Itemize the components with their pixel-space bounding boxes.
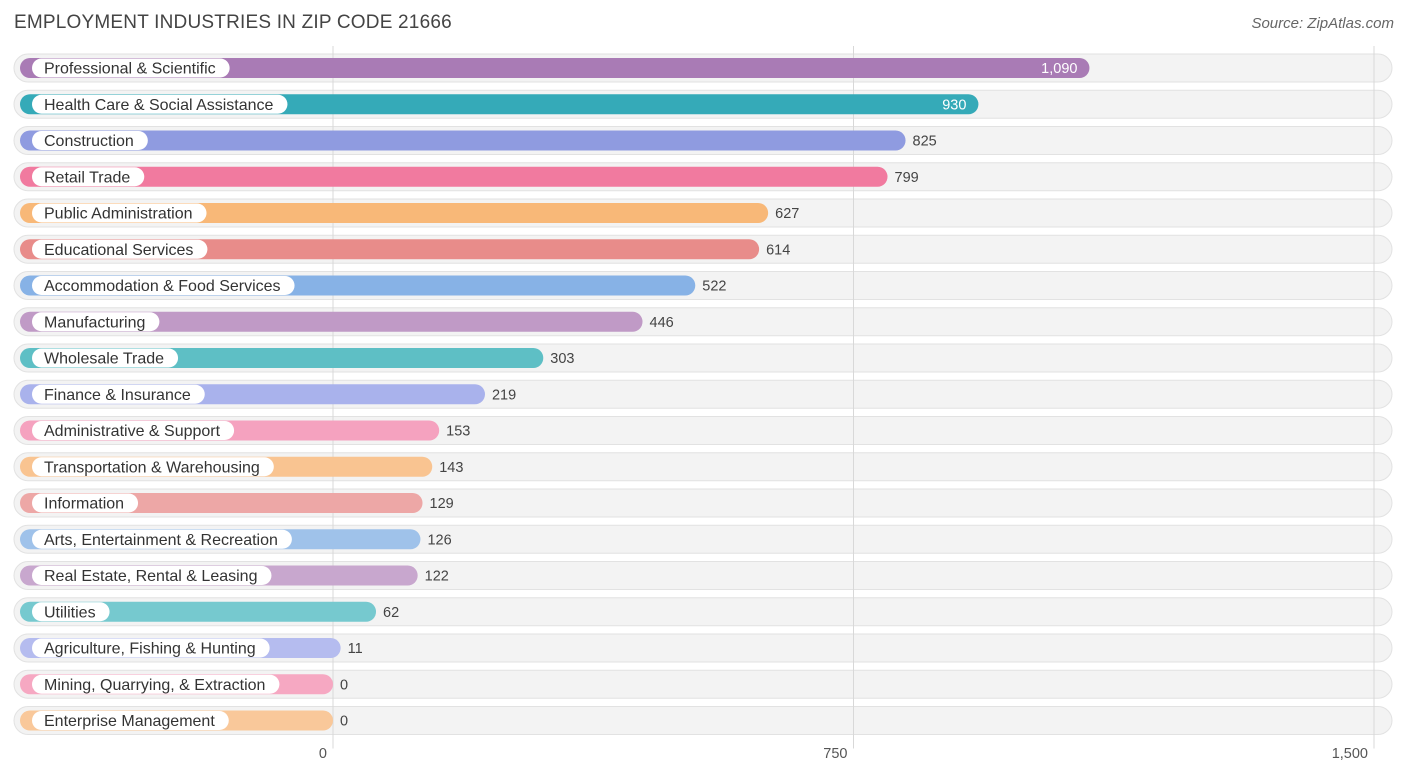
x-tick-label: 750 [823,746,847,762]
category-label-pill [32,529,292,549]
bar-group: Arts, Entertainment & Recreation 126 [20,529,452,550]
value-label: 153 [446,424,470,440]
value-label: 303 [550,351,574,367]
bar-group: Finance & Insurance 219 [20,384,516,405]
value-label: 122 [425,569,449,585]
bar-group: Real Estate, Rental & Leasing 122 [20,565,449,586]
category-label-pill [32,276,295,295]
category-label-pill [32,457,274,477]
category-label-pill [32,167,145,187]
bar-group: Construction 825 [20,130,937,151]
bar-group: Accommodation & Food Services 522 [20,275,726,296]
bar-group: Public Administration 627 [20,203,799,223]
value-label: 62 [383,605,399,621]
value-label: 1,090 [1041,61,1077,77]
value-label: 11 [348,641,363,657]
category-label-pill [32,131,148,150]
value-label: 129 [430,496,454,512]
category-label: Mining, Quarrying, & Extraction [44,677,265,694]
category-label: Public Administration [44,206,193,223]
category-label-pill [32,674,280,694]
category-label-pill [32,384,205,404]
category-label-pill [32,58,230,78]
x-tick-label: 0 [319,746,327,762]
category-label-pill [32,203,207,223]
category-label-pill [32,94,288,114]
category-label: Finance & Insurance [44,387,191,404]
category-label: Health Care & Social Assistance [44,97,274,114]
bar-group: Professional & Scientific 1,090 [20,58,1090,78]
row-background [13,706,1393,735]
bar-group: Utilities 62 [20,601,399,622]
category-label-pill [32,348,179,368]
category-label-pill [32,239,208,259]
category-label: Construction [44,133,134,150]
chart-source: Source: ZipAtlas.com [1251,15,1394,32]
value-label: 0 [340,677,348,693]
category-label-pill [32,566,272,585]
value-label: 522 [702,279,726,295]
bar[interactable] [20,601,377,622]
bar-group: Health Care & Social Assistance 930 [20,94,979,115]
bar-group: Wholesale Trade 303 [20,348,574,368]
bar-group: Information 129 [20,493,454,513]
chart-title: EMPLOYMENT INDUSTRIES IN ZIP CODE 21666 [14,12,452,33]
category-label: Real Estate, Rental & Leasing [44,568,257,585]
value-label: 219 [492,387,516,403]
bar-group: Retail Trade 799 [20,166,919,187]
category-label: Agriculture, Fishing & Hunting [44,641,256,658]
bar[interactable] [20,203,769,223]
bar-group: Educational Services 614 [20,239,790,260]
category-label: Manufacturing [44,314,145,331]
value-label: 126 [427,532,451,548]
category-label-pill [32,638,270,658]
bar-group: Agriculture, Fishing & Hunting 11 [20,638,363,658]
bar-group: Enterprise Management 0 [20,710,348,731]
value-label: 930 [942,97,966,113]
value-label: 446 [650,315,674,331]
category-label-pill [32,312,160,332]
category-label: Transportation & Warehousing [44,459,260,476]
category-label: Wholesale Trade [44,351,164,368]
bar[interactable] [20,130,906,151]
category-label: Educational Services [44,242,193,259]
bar[interactable] [20,58,1090,78]
category-label: Administrative & Support [44,423,221,440]
value-label: 799 [895,170,919,186]
row-background [13,633,1393,663]
category-label: Retail Trade [44,169,130,186]
category-label: Arts, Entertainment & Recreation [44,532,278,549]
category-label-pill [32,602,110,622]
bar-group: Manufacturing 446 [20,311,674,332]
value-label: 627 [775,206,799,222]
category-label-pill [32,493,139,513]
category-label: Information [44,496,124,513]
category-label: Utilities [44,604,96,621]
bar-group: Administrative & Support 153 [20,420,470,441]
bar-group: Mining, Quarrying, & Extraction 0 [20,674,348,695]
bar-group: Transportation & Warehousing 143 [20,456,463,477]
category-label-pill [32,711,229,730]
x-tick-label: 1,500 [1332,746,1368,762]
category-label: Enterprise Management [44,713,215,730]
category-label: Accommodation & Food Services [44,278,281,295]
bar[interactable] [20,311,643,332]
category-label-pill [32,421,235,440]
value-label: 825 [913,134,937,150]
bar[interactable] [20,166,888,187]
category-label: Professional & Scientific [44,61,216,78]
value-label: 0 [340,714,348,730]
row-background [13,669,1393,699]
value-label: 614 [766,242,790,258]
value-label: 143 [439,460,463,476]
